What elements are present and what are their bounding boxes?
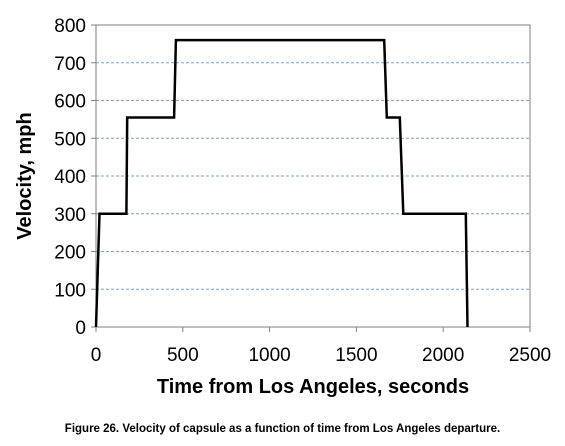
y-tick-label: 500 bbox=[54, 129, 86, 150]
gridlines bbox=[96, 62, 530, 290]
y-tick-label: 600 bbox=[54, 92, 86, 113]
x-tick-label: 0 bbox=[91, 345, 102, 366]
velocity-series-line bbox=[94, 38, 469, 328]
y-tick-label: 100 bbox=[54, 280, 86, 301]
x-tick-label: 1000 bbox=[248, 345, 290, 366]
x-axis-title: Time from Los Angeles, seconds bbox=[157, 376, 469, 398]
y-tick-label: 800 bbox=[54, 16, 86, 37]
x-tick-label: 2000 bbox=[422, 345, 464, 366]
y-axis-title: Velocity, mph bbox=[14, 112, 36, 239]
axis-ticks bbox=[91, 24, 531, 332]
figure-caption: Figure 26. Velocity of capsule as a func… bbox=[64, 423, 501, 435]
x-tick-labels: 0 500 1000 1500 2000 2500 bbox=[91, 345, 551, 366]
x-tick-label: 1500 bbox=[335, 345, 377, 366]
y-tick-labels: 0 100 200 300 400 500 600 700 800 bbox=[54, 16, 86, 339]
y-tick-label: 400 bbox=[54, 167, 86, 188]
y-tick-label: 300 bbox=[54, 205, 86, 226]
y-tick-label: 700 bbox=[54, 54, 86, 75]
x-tick-label: 2500 bbox=[509, 345, 551, 366]
x-tick-label: 500 bbox=[167, 345, 199, 366]
y-tick-label: 200 bbox=[54, 243, 86, 264]
y-tick-label: 0 bbox=[75, 318, 86, 339]
